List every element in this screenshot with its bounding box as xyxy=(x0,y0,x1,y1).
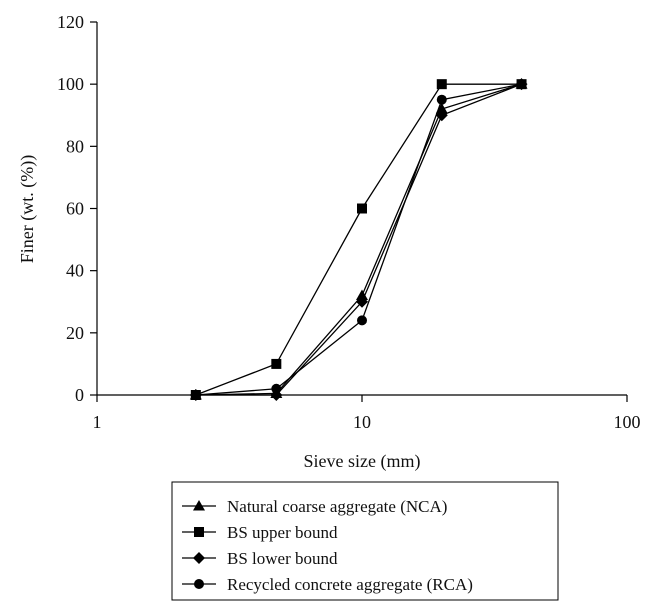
data-point xyxy=(436,94,447,105)
series-line xyxy=(195,83,522,396)
legend-marker xyxy=(194,579,204,589)
legend-label: Recycled concrete aggregate (RCA) xyxy=(227,575,473,594)
y-tick-label: 60 xyxy=(66,199,84,219)
data-point xyxy=(271,358,282,369)
data-point xyxy=(435,109,448,122)
legend-label: BS upper bound xyxy=(227,523,338,542)
data-point xyxy=(271,383,282,394)
series-circle xyxy=(190,79,527,400)
legend-item: BS upper bound xyxy=(182,523,338,542)
x-tick-label: 1 xyxy=(93,412,102,432)
y-tick-label: 40 xyxy=(66,261,84,281)
data-point xyxy=(356,289,368,301)
series-diamond xyxy=(189,78,528,401)
legend-item: Natural coarse aggregate (NCA) xyxy=(182,497,447,516)
series-line xyxy=(195,83,522,396)
series-triangle xyxy=(189,78,528,400)
legend-label: BS lower bound xyxy=(227,549,338,568)
legend-marker xyxy=(194,527,204,537)
legend-item: Recycled concrete aggregate (RCA) xyxy=(182,575,473,594)
y-axis-label: Finer (wt. (%)) xyxy=(17,155,38,263)
legend-marker xyxy=(193,500,205,511)
data-point xyxy=(356,295,368,308)
series-line xyxy=(195,83,522,396)
data-point xyxy=(190,390,201,400)
legend-item: BS lower bound xyxy=(182,549,338,568)
series-square xyxy=(190,79,527,400)
series-line xyxy=(195,83,522,396)
y-tick-label: 100 xyxy=(57,74,84,94)
x-tick-label: 100 xyxy=(614,412,641,432)
y-tick-label: 80 xyxy=(66,136,84,156)
legend-marker xyxy=(193,552,205,564)
legend-label: Natural coarse aggregate (NCA) xyxy=(227,497,447,516)
y-tick-label: 120 xyxy=(57,12,84,32)
data-point xyxy=(516,79,527,90)
data-point xyxy=(357,203,367,214)
y-tick-label: 0 xyxy=(75,385,84,405)
data-point xyxy=(435,103,448,114)
y-tick-label: 20 xyxy=(66,323,84,343)
data-point xyxy=(436,79,447,90)
x-tick-label: 10 xyxy=(353,412,371,432)
legend-box xyxy=(171,481,559,601)
x-axis-label: Sieve size (mm) xyxy=(304,451,421,472)
data-point xyxy=(357,315,367,326)
legend: Natural coarse aggregate (NCA) BS upper b… xyxy=(171,481,559,601)
